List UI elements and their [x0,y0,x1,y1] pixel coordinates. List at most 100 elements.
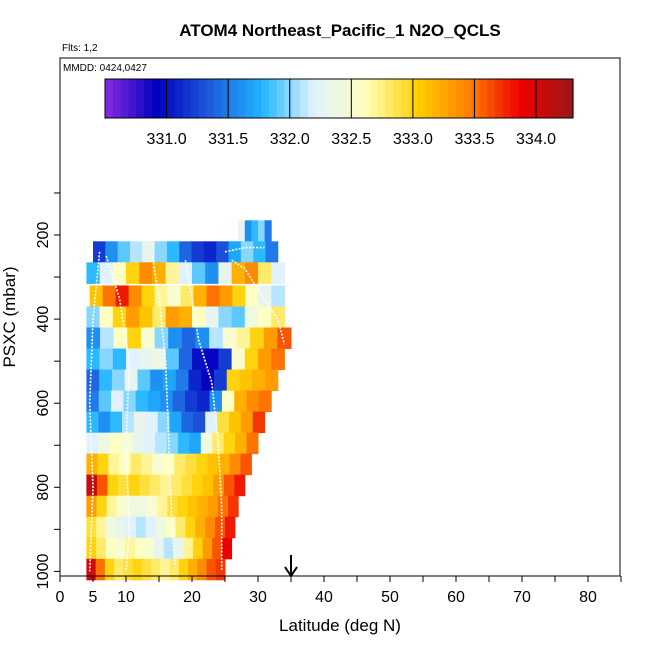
heatmap-cell [236,327,251,350]
heatmap-cell [126,516,137,539]
colorbar-swatch [456,79,465,118]
heatmap-cell [127,327,142,350]
heatmap-cell [139,262,153,284]
colorbar-swatch [487,79,496,118]
heatmap-cell [154,537,165,560]
heatmap-cell [143,432,156,455]
heatmap-cell [157,411,171,434]
heatmap-cell [137,369,151,392]
heatmap-cell [258,390,272,413]
heatmap-cell [116,516,127,539]
heatmap-cell [246,432,259,455]
colorbar-swatch [167,79,176,118]
heatmap-cell [217,495,229,518]
plot-frame [59,57,621,577]
heatmap-cell [205,411,218,434]
heatmap-cell [111,369,126,392]
heatmap-cell [97,453,109,476]
heatmap-cell [228,411,242,434]
heatmap-cell [100,327,115,350]
heatmap-cell [160,474,172,497]
heatmap-cell [109,432,122,455]
heatmap-cell [116,495,128,518]
heatmap-cell [181,411,194,434]
colorbar-tick-label: 333.5 [454,131,494,148]
y-axis: 200 400 600 800 1000 [35,192,60,590]
heatmap-cell [205,516,216,539]
heatmap-cell [111,390,124,413]
heatmap-cell [251,220,259,242]
colorbar-tick-label: 332.5 [331,131,371,148]
x-tick-label: 20 [183,589,201,606]
heatmap-cell [229,453,241,476]
heatmap-cell [170,474,182,497]
colorbar-swatch [339,79,348,118]
heatmap-cell [226,369,241,392]
heatmap-cell [271,306,285,329]
heatmap-cell [126,495,138,518]
heatmap-cell [151,558,161,581]
colorbar-swatch [502,79,512,118]
heatmap-cell [130,453,142,476]
heatmap-cell [166,241,180,263]
heatmap-cell [271,348,285,371]
heatmap-cell [148,390,161,413]
y-tick-label: 1000 [35,554,52,590]
heatmap-cell [263,327,278,350]
heatmap-cell [193,285,208,307]
heatmap-cell [129,241,143,263]
colorbar-swatch [409,79,418,118]
colorbar-swatch [378,79,387,118]
heatmap-cell [86,516,97,539]
heatmap-cell [145,411,159,434]
heatmap-cell [105,241,119,263]
heatmap-cell [123,390,137,413]
heatmap-cell [98,390,112,413]
heatmap-cell [163,537,175,560]
heatmap-cell [86,558,97,581]
colorbar-ticks: 331.0 331.5 332.0 332.5 333.0 333.5 334.0 [147,79,556,148]
colorbar-swatch [479,79,488,118]
flight-tracks [88,246,286,572]
heatmap-cell [97,432,110,455]
heatmap-cell [160,390,174,413]
heatmap-cell [252,411,266,434]
heatmap-cell [205,262,219,284]
y-tick-label: 200 [35,222,52,249]
heatmap-cell [167,495,178,518]
y-axis-label: PSXC (mbar) [0,266,19,367]
heatmap-cell [192,474,204,497]
colorbar-swatch [245,79,254,118]
heatmap-cell [152,262,167,284]
heatmap-cell [258,306,272,329]
heatmap-cell [245,285,259,307]
heatmap-cell [137,495,148,518]
heatmap-cell [99,306,114,329]
heatmap-cell [99,369,113,392]
x-tick-label: 60 [447,589,465,606]
colorbar-swatch [354,79,363,118]
y-tick-label: 400 [35,306,52,333]
colorbar-tick-label: 331.5 [208,131,248,148]
x-axis-label: Latitude (deg N) [279,616,401,635]
heatmap-cell [240,241,254,263]
heatmap-cell [155,432,167,455]
heatmap-cell [132,432,145,455]
colorbar-swatch [401,79,410,118]
heatmap-cell [139,474,151,497]
heatmap-cell [175,369,189,392]
heatmap-cell [99,348,114,371]
colorbar-swatch [253,79,262,118]
heatmap-cell [95,558,106,581]
heatmap-cell [86,369,100,392]
heatmap-cell [105,537,116,560]
colorbar-swatch [105,79,114,118]
heatmap-cell [149,474,161,497]
heatmap-cell [185,453,197,476]
heatmap-cell [192,537,204,560]
heatmap-cell [86,306,101,329]
heatmap-cell [207,495,219,518]
x-tick-label: 40 [315,589,333,606]
heatmap-cell [244,348,259,371]
heatmap-cell [169,558,180,581]
